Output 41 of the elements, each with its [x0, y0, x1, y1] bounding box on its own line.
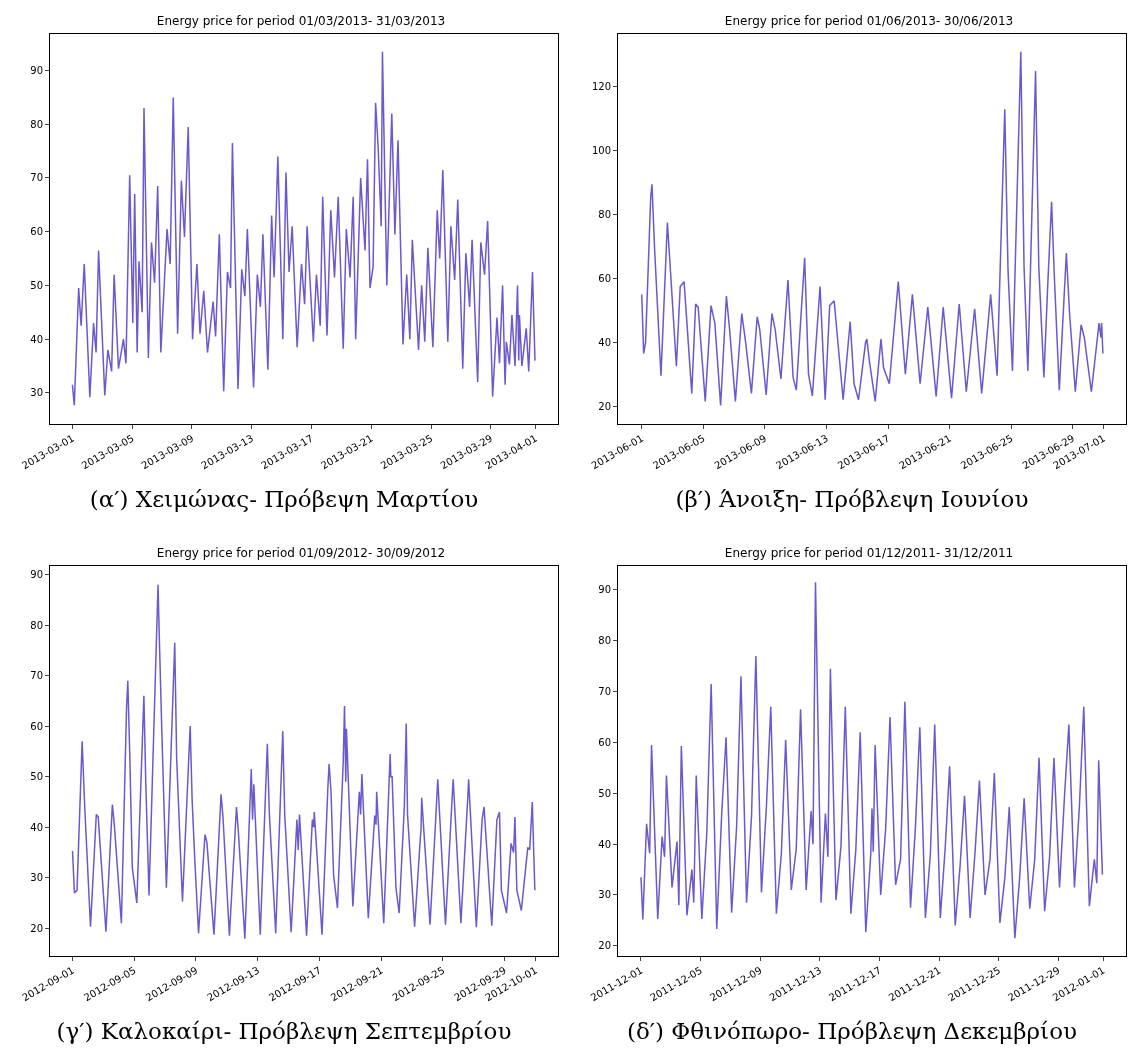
line-series [640, 581, 1104, 939]
y-tick-label: 90 [30, 569, 43, 581]
chart-title: Energy price for period 01/03/2013- 31/03/2013 [156, 14, 446, 29]
y-tick-label: 30 [30, 387, 43, 399]
text: (β′) Άνοιξη- Πρόβλεψη Ιουνίου [674, 486, 1030, 512]
y-tick-label: 50 [30, 771, 43, 783]
y-tick-label: 60 [598, 272, 611, 284]
y-tick-label: 90 [30, 65, 43, 77]
chart-title: Energy price for period 01/06/2013- 30/06/2013 [724, 14, 1014, 29]
y-tick-label: 80 [598, 209, 611, 221]
text: (γ′) Καλοκαίρι- Πρόβλεψη Σεπτεμβρίου [55, 1018, 513, 1044]
text: (δ′) Φθινόπωρο- Πρόβλεψη Δεκεμβρίου [626, 1018, 1078, 1044]
y-tick-label: 50 [30, 279, 43, 291]
y-tick-label: 20 [598, 400, 611, 412]
y-tick-label: 80 [30, 619, 43, 631]
y-tick-label: 120 [591, 81, 611, 93]
y-tick-label: 20 [30, 922, 43, 934]
y-tick-label: 20 [598, 940, 611, 952]
y-tick-label: 30 [30, 872, 43, 884]
y-tick-label: 100 [591, 145, 611, 157]
y-tick-label: 80 [30, 118, 43, 130]
y-tick-label: 40 [30, 333, 43, 345]
chart-title: Energy price for period 01/09/2012- 30/09/2012 [156, 546, 446, 561]
y-tick-label: 40 [30, 821, 43, 833]
y-tick-label: 60 [598, 736, 611, 748]
chart-title: Energy price for period 01/12/2011- 31/12/2011 [724, 546, 1014, 561]
line-series [640, 51, 1104, 407]
y-tick-label: 60 [30, 720, 43, 732]
y-tick-label: 30 [598, 889, 611, 901]
y-tick-label: 90 [598, 584, 611, 596]
text: (α′) Χειμώνας- Πρόβεψη Μαρτίου [88, 486, 480, 512]
y-tick-label: 70 [30, 172, 43, 184]
y-tick-label: 40 [598, 838, 611, 850]
y-tick-label: 70 [30, 670, 43, 682]
y-tick-label: 60 [30, 226, 43, 238]
line-series [71, 583, 536, 940]
y-tick-label: 70 [598, 686, 611, 698]
y-tick-label: 40 [598, 336, 611, 348]
y-tick-label: 50 [598, 787, 611, 799]
line-series [71, 50, 536, 406]
y-tick-label: 80 [598, 635, 611, 647]
